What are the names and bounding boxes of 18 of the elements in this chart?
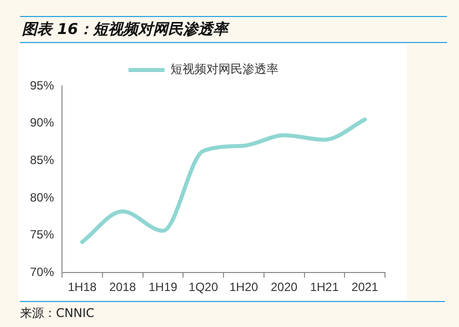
y-tick-label: 80%: [30, 190, 54, 204]
x-tick-label: 1H18: [68, 280, 97, 294]
y-tick-label: 95%: [30, 78, 54, 92]
legend-label: 短视频对网民渗透率: [170, 62, 278, 76]
x-tick-label: 2018: [109, 280, 136, 294]
y-tick-label: 70%: [30, 264, 54, 279]
x-tick-label: 2021: [351, 280, 378, 294]
x-tick-label: 1Q20: [188, 280, 218, 294]
y-tick-label: 75%: [30, 228, 54, 242]
y-tick-label: 90%: [30, 116, 54, 130]
source-note: 来源：CNNIC: [20, 301, 445, 324]
chart-title: 图表 16：短视频对网民渗透率: [20, 16, 447, 43]
x-tick-label: 2020: [270, 280, 298, 294]
y-tick-label: 85%: [30, 152, 54, 167]
x-tick-label: 1H21: [310, 280, 340, 294]
x-tick-label: 1H19: [148, 280, 178, 294]
x-tick-label: 1H20: [229, 280, 258, 294]
line-series: [80, 118, 367, 244]
